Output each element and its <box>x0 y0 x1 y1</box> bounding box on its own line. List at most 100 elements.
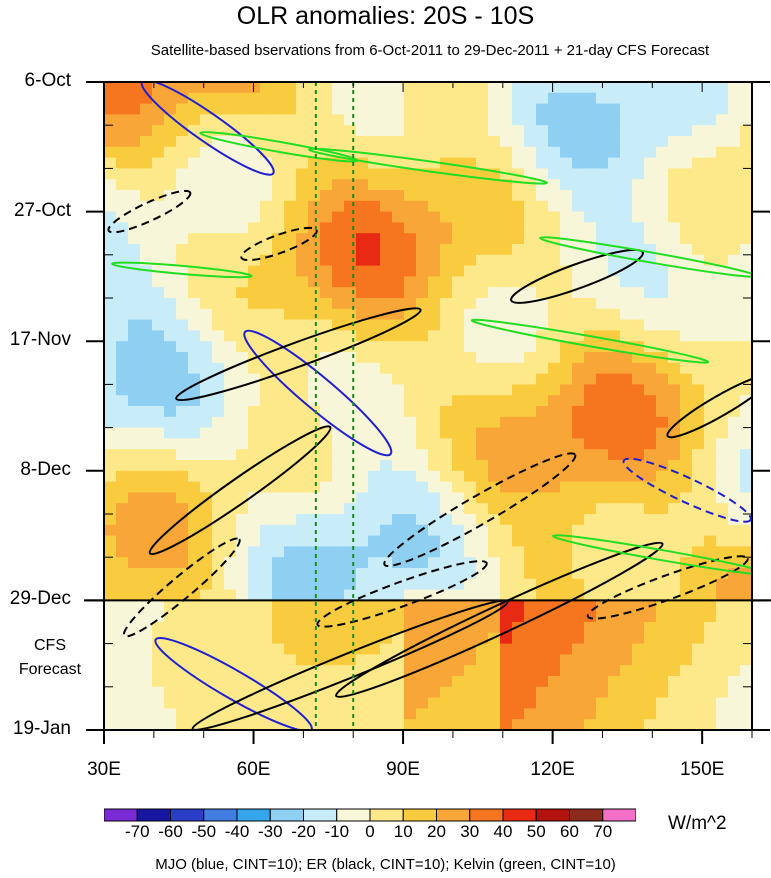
heatmap-cell <box>224 395 237 407</box>
heatmap-cell <box>416 654 429 666</box>
heatmap-cell <box>584 200 597 213</box>
heatmap-cell <box>404 103 417 115</box>
heatmap-cell <box>596 341 609 353</box>
heatmap-cell <box>440 460 453 472</box>
heatmap-cell <box>356 190 369 202</box>
heatmap-cell <box>740 492 752 504</box>
heatmap-cell <box>416 719 429 730</box>
heatmap-cell <box>104 190 117 202</box>
heatmap-cell <box>524 589 537 601</box>
heatmap-cell <box>392 622 405 634</box>
heatmap-cell <box>428 611 441 623</box>
er-contour <box>335 541 664 698</box>
heatmap-cell <box>212 557 225 569</box>
heatmap-cell <box>608 622 621 634</box>
heatmap-cell <box>716 546 729 558</box>
heatmap-cell <box>332 136 345 148</box>
heatmap-cell <box>152 287 165 299</box>
heatmap-cell <box>668 406 681 418</box>
heatmap-cell <box>740 611 752 623</box>
heatmap-cell <box>152 384 165 396</box>
heatmap-cell <box>716 362 729 375</box>
heatmap-cell <box>668 654 681 666</box>
heatmap-cell <box>416 460 429 472</box>
heatmap-cell <box>692 125 705 137</box>
heatmap-cell <box>476 179 489 191</box>
heatmap-cell <box>368 481 381 493</box>
heatmap-cell <box>416 114 429 126</box>
heatmap-cell <box>344 114 357 126</box>
heatmap-cell <box>632 265 645 277</box>
heatmap-cell <box>560 643 573 655</box>
heatmap-cell <box>656 708 669 720</box>
heatmap-cell <box>152 665 165 677</box>
heatmap-cell <box>152 654 165 666</box>
heatmap-cell <box>500 362 513 375</box>
heatmap-cell <box>536 265 549 277</box>
heatmap-cell <box>656 146 669 159</box>
heatmap-cell <box>296 622 309 634</box>
heatmap-cell <box>620 600 633 612</box>
heatmap-cell <box>572 427 585 439</box>
heatmap-cell <box>368 190 381 202</box>
heatmap-cell <box>524 308 537 321</box>
heatmap-cell <box>668 233 681 245</box>
heatmap-cell <box>260 427 273 439</box>
heatmap-cell <box>656 179 669 191</box>
heatmap-cell <box>344 190 357 202</box>
forecast-label: Forecast <box>18 661 82 679</box>
heatmap-cell <box>212 427 225 439</box>
heatmap-cell <box>380 233 393 245</box>
heatmap-cell <box>680 535 693 547</box>
heatmap-cell <box>356 341 369 353</box>
colorbar-swatch <box>303 808 338 822</box>
heatmap-cell <box>476 589 489 601</box>
heatmap-cell <box>692 438 705 450</box>
heatmap-cell <box>584 492 597 504</box>
heatmap-cell <box>296 643 309 655</box>
heatmap-cell <box>668 622 681 634</box>
heatmap-cell <box>560 470 573 483</box>
heatmap-cell <box>608 589 621 601</box>
heatmap-cell <box>500 352 513 364</box>
heatmap-cell <box>728 265 741 277</box>
heatmap-cell <box>272 254 285 267</box>
heatmap-cell <box>704 308 717 321</box>
heatmap-cell <box>464 503 477 515</box>
heatmap-cell <box>380 82 393 94</box>
heatmap-cell <box>668 146 681 159</box>
heatmap-cell <box>248 125 261 137</box>
heatmap-cell <box>140 708 153 720</box>
heatmap-cell <box>608 492 621 504</box>
heatmap-cell <box>668 179 681 191</box>
heatmap-cell <box>248 470 261 483</box>
heatmap-cell <box>380 557 393 569</box>
heatmap-cell <box>344 136 357 148</box>
heatmap-cell <box>476 481 489 493</box>
heatmap-cell <box>620 665 633 677</box>
heatmap-cell <box>404 254 417 267</box>
heatmap-cell <box>380 157 393 169</box>
heatmap-cell <box>272 395 285 407</box>
heatmap-cell <box>644 222 657 234</box>
heatmap-cell <box>416 244 429 256</box>
heatmap-cell <box>716 438 729 450</box>
heatmap-cell <box>536 568 549 580</box>
heatmap-cell <box>572 276 585 288</box>
heatmap-cell <box>464 92 477 105</box>
heatmap-cell <box>236 427 249 439</box>
heatmap-cell <box>440 697 453 709</box>
heatmap-cell <box>200 578 213 591</box>
heatmap-cell <box>320 287 333 299</box>
heatmap-cell <box>692 481 705 493</box>
heatmap-cell <box>416 686 429 699</box>
heatmap-cell <box>476 92 489 105</box>
heatmap-cell <box>536 125 549 137</box>
heatmap-cell <box>176 233 189 245</box>
heatmap-cell <box>572 535 585 547</box>
heatmap-cell <box>740 211 752 223</box>
heatmap-cell <box>668 211 681 223</box>
heatmap-cell <box>428 168 441 180</box>
heatmap-cell <box>236 276 249 288</box>
heatmap-cell <box>596 622 609 634</box>
